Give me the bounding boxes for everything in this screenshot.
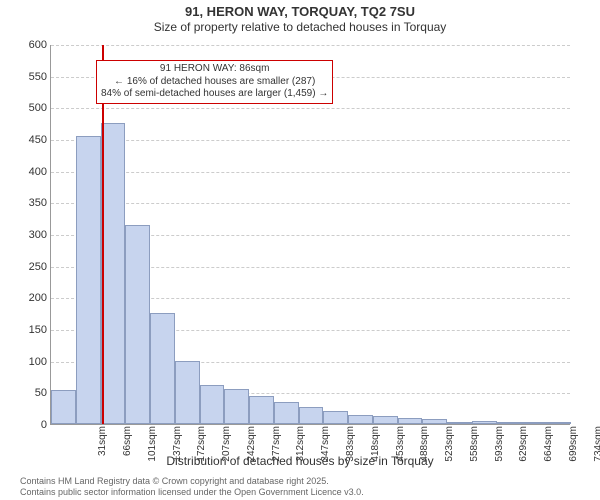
gridline-h	[51, 203, 570, 204]
histogram-bar	[447, 422, 472, 424]
chart-title: 91, HERON WAY, TORQUAY, TQ2 7SU	[0, 4, 600, 19]
y-tick-label: 550	[29, 71, 51, 83]
x-tick-label: 734sqm	[593, 426, 600, 466]
histogram-bar	[51, 390, 76, 424]
x-tick-label: 66sqm	[122, 426, 133, 466]
histogram-bar	[348, 415, 373, 425]
footer-line-1: Contains HM Land Registry data © Crown c…	[20, 476, 364, 487]
histogram-bar	[422, 419, 447, 424]
x-tick-label: 101sqm	[147, 426, 158, 466]
chart-plot-area: 05010015020025030035040045050055060031sq…	[50, 45, 570, 425]
y-tick-label: 250	[29, 261, 51, 273]
x-tick-label: 31sqm	[97, 426, 108, 466]
y-tick-label: 100	[29, 356, 51, 368]
gridline-h	[51, 45, 570, 46]
x-tick-label: 629sqm	[518, 426, 529, 466]
x-axis-label: Distribution of detached houses by size …	[166, 454, 433, 468]
annotation-box: 91 HERON WAY: 86sqm← 16% of detached hou…	[96, 60, 333, 104]
histogram-bar	[398, 418, 423, 424]
gridline-h	[51, 108, 570, 109]
y-tick-label: 450	[29, 134, 51, 146]
histogram-bar	[200, 385, 225, 424]
chart-footer: Contains HM Land Registry data © Crown c…	[20, 476, 364, 498]
histogram-bar	[175, 361, 200, 424]
footer-line-2: Contains public sector information licen…	[20, 487, 364, 498]
x-tick-label: 593sqm	[494, 426, 505, 466]
y-tick-label: 350	[29, 197, 51, 209]
y-tick-label: 500	[29, 102, 51, 114]
histogram-bar	[373, 416, 398, 424]
y-tick-label: 400	[29, 166, 51, 178]
histogram-bar	[521, 422, 546, 424]
histogram-bar	[76, 136, 101, 424]
annotation-line: 84% of semi-detached houses are larger (…	[101, 88, 328, 101]
histogram-bar	[150, 313, 175, 424]
histogram-bar	[224, 389, 249, 424]
x-tick-label: 664sqm	[543, 426, 554, 466]
histogram-bar	[472, 421, 497, 424]
histogram-bar	[274, 402, 299, 424]
histogram-bar	[299, 407, 324, 424]
gridline-h	[51, 172, 570, 173]
y-tick-label: 150	[29, 324, 51, 336]
annotation-line: ← 16% of detached houses are smaller (28…	[101, 76, 328, 89]
x-tick-label: 699sqm	[568, 426, 579, 466]
histogram-bar	[323, 411, 348, 424]
chart-title-block: 91, HERON WAY, TORQUAY, TQ2 7SU Size of …	[0, 0, 600, 34]
histogram-bar	[125, 225, 150, 425]
chart-subtitle: Size of property relative to detached ho…	[0, 20, 600, 34]
x-tick-label: 558sqm	[469, 426, 480, 466]
histogram-bar	[546, 422, 571, 424]
y-tick-label: 50	[35, 387, 51, 399]
y-tick-label: 300	[29, 229, 51, 241]
histogram-bar	[249, 396, 274, 425]
y-tick-label: 0	[41, 419, 51, 431]
gridline-h	[51, 140, 570, 141]
y-tick-label: 200	[29, 292, 51, 304]
x-tick-label: 523sqm	[444, 426, 455, 466]
annotation-line: 91 HERON WAY: 86sqm	[101, 63, 328, 76]
y-tick-label: 600	[29, 39, 51, 51]
histogram-bar	[497, 422, 522, 424]
